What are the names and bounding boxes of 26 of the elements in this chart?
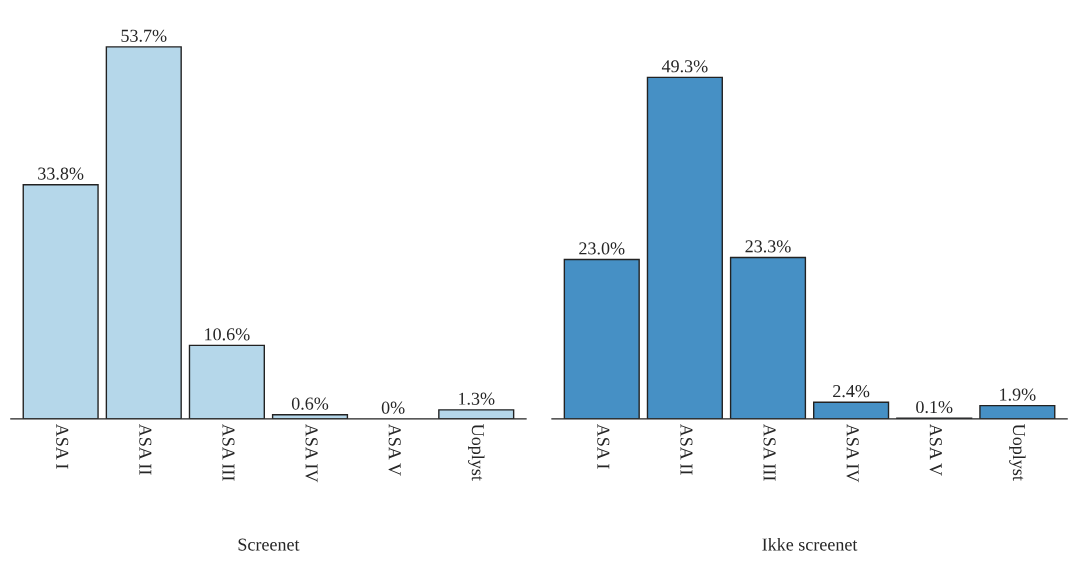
data-label: 0.1%: [916, 400, 953, 414]
x-tick-label: ASA IV: [846, 423, 859, 483]
data-label: 49.3%: [661, 60, 708, 73]
data-label: 23.3%: [745, 240, 791, 253]
x-tick-label: ASA II: [139, 423, 152, 475]
x-tick-label: ASA V: [929, 423, 942, 476]
x-tick-label: ASA II: [680, 423, 693, 475]
x-tick-label: ASA III: [763, 423, 776, 481]
x-axis-title: Screenet: [238, 538, 300, 551]
x-tick-label: ASA I: [597, 423, 610, 469]
x-tick-label: ASA V: [388, 423, 401, 476]
x-tick-label: ASA I: [56, 423, 69, 469]
x-tick-label: ASA IV: [305, 423, 318, 483]
data-label: 33.8%: [38, 167, 84, 180]
data-label: 53.7%: [121, 29, 167, 42]
data-label: 1.9%: [1000, 388, 1036, 401]
data-label: 0%: [381, 401, 405, 414]
data-label: 23.0%: [579, 242, 625, 255]
x-tick-label: Uoplyst: [468, 424, 485, 481]
data-label: 0.6%: [291, 397, 329, 410]
data-label: 2.4%: [833, 384, 870, 398]
x-tick-label: ASA III: [222, 423, 235, 481]
x-axis-title: Ikke screenet: [762, 537, 858, 551]
x-tick-label: Uoplyst: [1009, 424, 1026, 481]
data-label: 1.3%: [459, 392, 495, 405]
data-label: 10.6%: [205, 328, 250, 341]
